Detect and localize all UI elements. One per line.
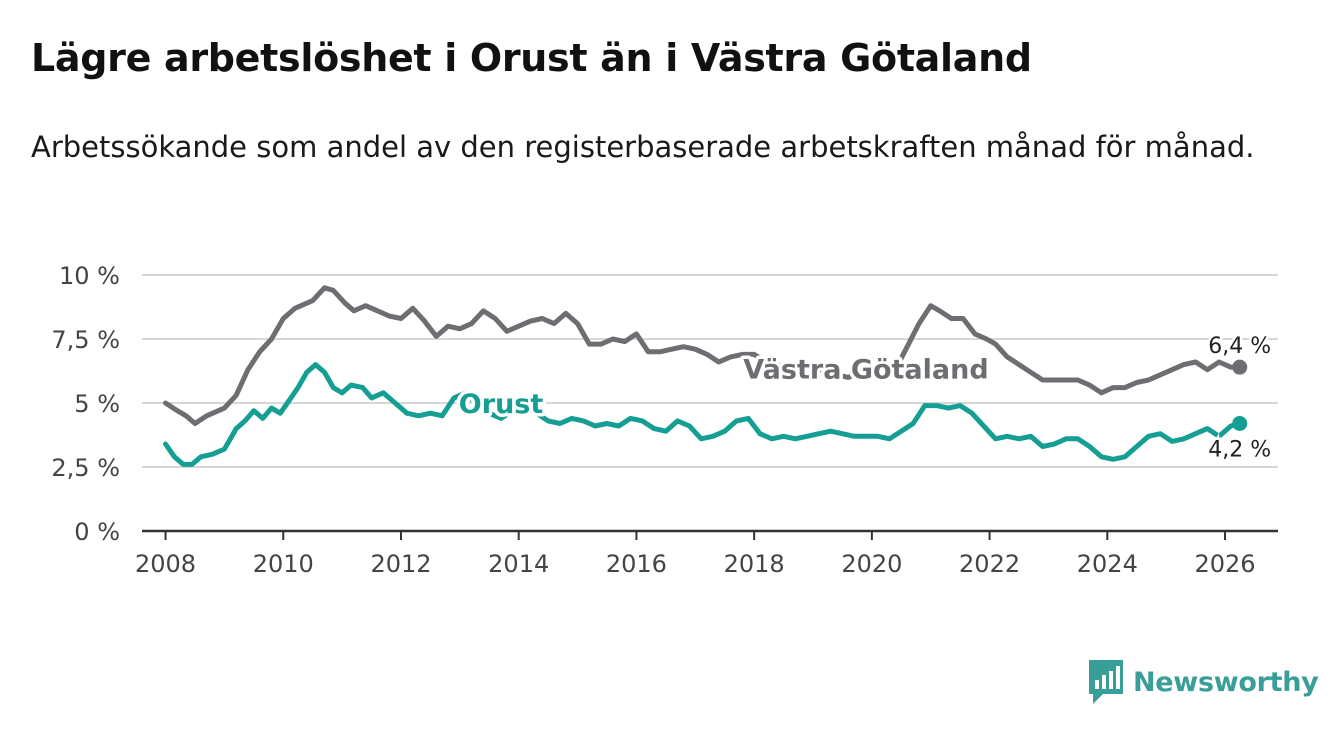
x-tick-label: 2026 [1194, 550, 1255, 578]
end-marker-orust [1232, 415, 1248, 431]
series-label-orust: Orust [459, 389, 544, 420]
y-tick-label: 2,5 % [51, 454, 120, 482]
x-tick-label: 2008 [135, 550, 196, 578]
brand-name: Newsworthy [1133, 666, 1319, 698]
y-tick-label: 10 % [59, 262, 120, 290]
x-tick-label: 2024 [1077, 550, 1138, 578]
series-label-vg: Västra Götaland [743, 354, 988, 385]
series-line-orust [163, 362, 1243, 467]
x-tick-label: 2018 [724, 550, 785, 578]
y-tick-label: 5 % [74, 390, 120, 418]
x-tick-label: 2020 [841, 550, 902, 578]
end-value-label-vg: 6,4 % [1208, 334, 1271, 359]
chart-subtitle: Arbetssökande som andel av den registerb… [31, 130, 1255, 164]
x-tick-label: 2016 [606, 550, 667, 578]
newsworthy-logo: Newsworthy [1089, 660, 1319, 704]
y-tick-label: 7,5 % [51, 326, 120, 354]
x-tick-label: 2014 [488, 550, 549, 578]
x-tick-label: 2012 [370, 550, 431, 578]
bar-chart-icon [1089, 660, 1123, 704]
series-line-vg [163, 285, 1243, 426]
x-tick-label: 2010 [253, 550, 314, 578]
end-marker-vg [1232, 359, 1248, 375]
end-value-label-orust: 4,2 % [1208, 437, 1271, 462]
y-tick-label: 0 % [74, 518, 120, 546]
x-tick-label: 2022 [959, 550, 1020, 578]
chart-title: Lägre arbetslöshet i Orust än i Västra G… [31, 36, 1032, 80]
